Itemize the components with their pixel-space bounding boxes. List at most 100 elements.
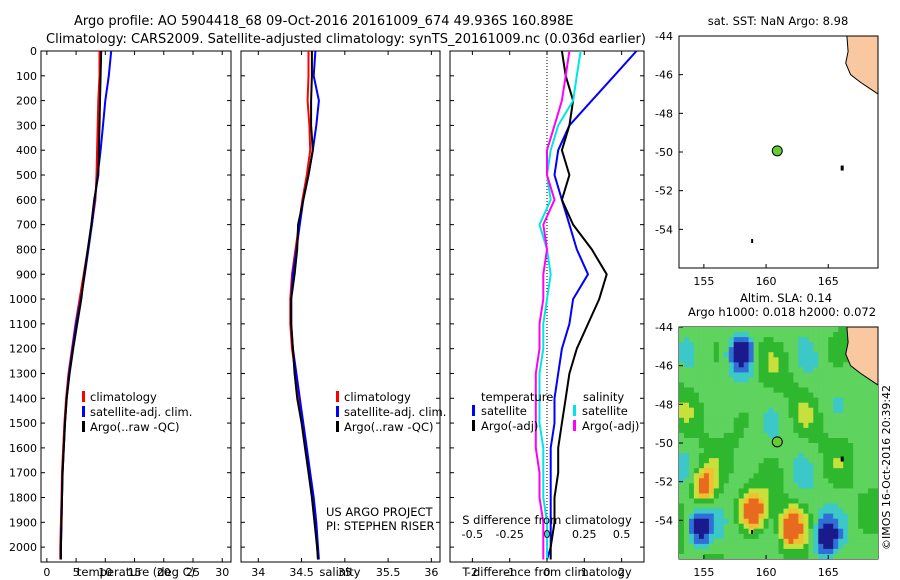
depth-tick-label: 2000 — [9, 541, 37, 554]
sla-cell — [818, 412, 824, 419]
sla-cell — [783, 458, 790, 464]
sla-cell — [763, 483, 770, 489]
sla-cell — [693, 337, 700, 343]
sla-cell — [788, 352, 795, 358]
sla-cell — [703, 362, 710, 368]
sla-cell — [763, 402, 770, 409]
sla-cell — [753, 518, 760, 525]
sla-cell — [733, 382, 740, 389]
sla-cell — [773, 427, 780, 434]
sla-cell — [823, 543, 829, 550]
sla-cell — [838, 422, 844, 429]
sla-cell — [684, 337, 690, 343]
sla-cell — [798, 493, 804, 499]
sla-cell — [828, 473, 834, 479]
sla-cell — [828, 367, 834, 373]
sla-cell — [693, 538, 700, 545]
sla-cell — [723, 508, 730, 515]
sla-cell — [843, 493, 849, 499]
sla-cell — [733, 387, 740, 394]
sla-cell — [693, 372, 700, 378]
sla-cell — [743, 347, 750, 353]
sla-cell — [853, 422, 859, 429]
sla-cell — [703, 493, 710, 499]
sla-cell — [748, 523, 755, 530]
sla-cell — [689, 392, 695, 399]
sla-cell — [823, 357, 829, 363]
sla-cell — [788, 453, 795, 459]
depth-tick-label: 1800 — [9, 492, 37, 505]
sla-cell — [793, 382, 799, 389]
x-tick-label: 30 — [215, 566, 229, 579]
sla-cell — [833, 483, 839, 489]
sla-cell — [783, 498, 790, 505]
sla-cell — [684, 538, 690, 545]
sla-cell — [703, 438, 710, 444]
sla-cell — [723, 554, 730, 559]
sla-cell — [698, 392, 705, 399]
sla-cell — [843, 357, 849, 363]
sla-cell — [793, 448, 799, 454]
sla-cell — [793, 427, 799, 434]
sla-cell — [738, 392, 745, 399]
sla-cell — [768, 498, 775, 505]
lon-tick-label: 160 — [756, 275, 777, 288]
sla-cell — [788, 528, 795, 535]
depth-tick-label: 100 — [16, 70, 37, 83]
sla-cell — [818, 362, 824, 368]
sla-cell — [684, 332, 690, 338]
sla-cell — [798, 543, 804, 550]
sla-cell — [713, 488, 720, 494]
sla-cell — [808, 382, 814, 389]
sla-cell — [753, 407, 760, 414]
sla-cell — [868, 407, 874, 414]
sla-cell — [753, 473, 760, 479]
sla-cell — [773, 543, 780, 550]
sla-cell — [818, 498, 824, 505]
sla-cell — [708, 397, 715, 404]
sla-cell — [703, 352, 710, 358]
sla-cell — [788, 412, 795, 419]
sla-cell — [743, 417, 750, 424]
sla-cell — [693, 422, 700, 429]
sla-cell — [783, 513, 790, 520]
sla-cell — [733, 483, 740, 489]
depth-tick-label: 500 — [16, 169, 37, 182]
sla-cell — [758, 513, 765, 520]
sla-cell — [778, 448, 785, 454]
sla-cell — [684, 327, 690, 333]
sla-cell — [778, 352, 785, 358]
sla-cell — [748, 342, 755, 348]
sla-cell — [863, 533, 869, 540]
sla-cell — [698, 493, 705, 499]
sla-cell — [768, 508, 775, 515]
sla-cell — [873, 508, 878, 515]
sla-cell — [718, 458, 725, 464]
sla-cell — [728, 503, 735, 510]
sla-cell — [843, 448, 849, 454]
sla-cell — [853, 407, 859, 414]
sla-cell — [708, 523, 715, 530]
legend-satellite-swatch — [336, 406, 339, 417]
sla-cell — [853, 453, 859, 459]
sla-cell — [798, 458, 804, 464]
sla-cell — [853, 548, 859, 555]
sla-cell — [803, 417, 809, 424]
sla-cell — [693, 443, 700, 449]
sla-cell — [803, 543, 809, 550]
sla-cell — [868, 554, 874, 559]
sla-cell — [818, 488, 824, 494]
sla-cell — [793, 493, 799, 499]
sla-cell — [693, 382, 700, 389]
sla-cell — [788, 327, 795, 333]
sla-cell — [758, 493, 765, 499]
sla-cell — [833, 448, 839, 454]
sla-cell — [838, 483, 844, 489]
sla-cell — [773, 382, 780, 389]
sla-cell — [748, 417, 755, 424]
sla-cell — [763, 503, 770, 510]
sla-cell — [723, 367, 730, 373]
sla-cell — [768, 438, 775, 444]
sla-cell — [858, 478, 864, 484]
sla-cell — [793, 523, 799, 530]
